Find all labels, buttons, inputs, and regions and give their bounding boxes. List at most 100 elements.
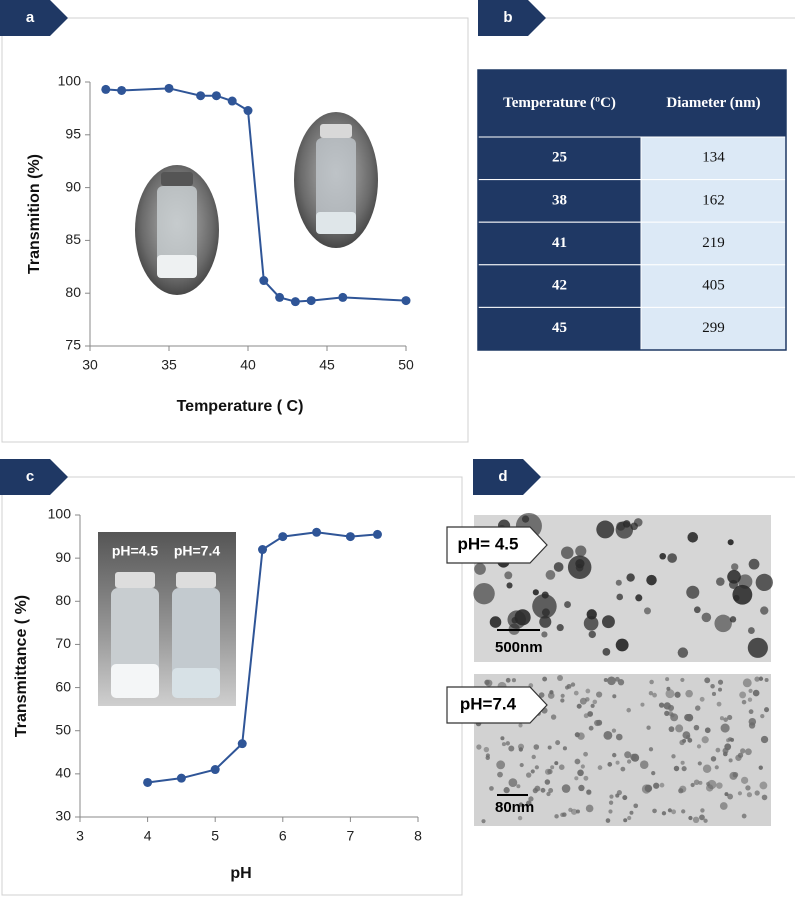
particle [747, 697, 753, 702]
y-tick-label: 90 [55, 549, 71, 565]
particle [748, 722, 756, 729]
particle [525, 772, 532, 778]
particle [698, 780, 703, 785]
x-tick-label: 3 [76, 828, 84, 844]
particle [555, 740, 561, 746]
particle [667, 553, 678, 563]
table-cell-bg [640, 221, 787, 266]
data-point [196, 91, 206, 101]
particle [519, 763, 524, 768]
tab-a: a [0, 0, 68, 36]
particle [508, 778, 518, 787]
particle [742, 678, 752, 688]
particle [696, 744, 702, 749]
particle [649, 679, 654, 685]
particle [596, 520, 615, 539]
x-axis-title: Temperature ( C) [177, 398, 304, 415]
particle [588, 630, 596, 639]
data-point [312, 527, 322, 537]
particle [644, 784, 653, 793]
scale-label: 80nm [495, 799, 534, 816]
particle [585, 804, 594, 813]
particle [755, 573, 773, 592]
particle [728, 758, 733, 763]
table-cell: 219 [702, 235, 725, 251]
y-tick-label: 100 [48, 506, 72, 522]
particle [574, 732, 580, 738]
x-tick-label: 8 [414, 828, 422, 844]
particle [550, 714, 557, 720]
particle [505, 677, 511, 683]
particle [485, 679, 493, 687]
particle [760, 606, 769, 615]
particle [651, 770, 656, 776]
particle [687, 737, 693, 743]
particle [693, 724, 700, 731]
particle [671, 754, 676, 759]
particle [719, 802, 728, 810]
panel-a-frame [1, 17, 469, 443]
particle [643, 607, 651, 615]
particle [658, 702, 665, 708]
particle [615, 638, 629, 652]
data-point [176, 773, 186, 783]
particle [639, 760, 649, 769]
particle [633, 803, 639, 809]
particle [705, 781, 711, 786]
particle [517, 815, 523, 821]
particle [702, 764, 712, 773]
particle [485, 755, 490, 760]
particle [570, 682, 576, 687]
particle [473, 582, 495, 605]
particle [648, 691, 654, 696]
particle [615, 579, 622, 586]
particle [703, 818, 708, 823]
particle [504, 571, 513, 580]
particle [673, 765, 680, 772]
data-point [210, 765, 220, 775]
particle [727, 539, 734, 546]
particle [596, 719, 603, 726]
y-tick-label: 40 [55, 765, 71, 781]
particle [741, 813, 747, 819]
particle [518, 747, 523, 752]
y-tick-label: 95 [65, 126, 81, 142]
particle [668, 726, 675, 733]
tab-b: b [478, 0, 546, 36]
y-tick-label: 80 [55, 592, 71, 608]
particle [554, 814, 559, 819]
particle [620, 766, 626, 772]
particle [710, 683, 715, 689]
particle [739, 691, 747, 699]
particle [745, 748, 752, 756]
particle [671, 809, 677, 815]
particle [503, 787, 510, 794]
particle [556, 624, 564, 632]
particle [616, 790, 622, 796]
particle [726, 738, 731, 743]
particle [566, 683, 572, 689]
particle [667, 704, 675, 711]
particle [550, 765, 555, 770]
particle [692, 816, 700, 824]
particle [724, 743, 732, 751]
particle [561, 784, 571, 793]
particle [699, 696, 705, 702]
particle [626, 707, 631, 713]
particle [624, 751, 632, 759]
particle [587, 711, 594, 717]
data-point [227, 96, 237, 106]
y-tick-label: 90 [65, 178, 81, 194]
particle [727, 793, 734, 800]
data-point [275, 292, 285, 302]
particle [685, 689, 693, 698]
panel-frames [1, 17, 795, 896]
particle [583, 616, 599, 631]
particle [741, 776, 749, 784]
particle [525, 800, 532, 807]
particle [605, 818, 611, 823]
particle [481, 819, 486, 824]
particle [560, 693, 565, 698]
particle [607, 762, 613, 767]
particle [588, 725, 594, 731]
